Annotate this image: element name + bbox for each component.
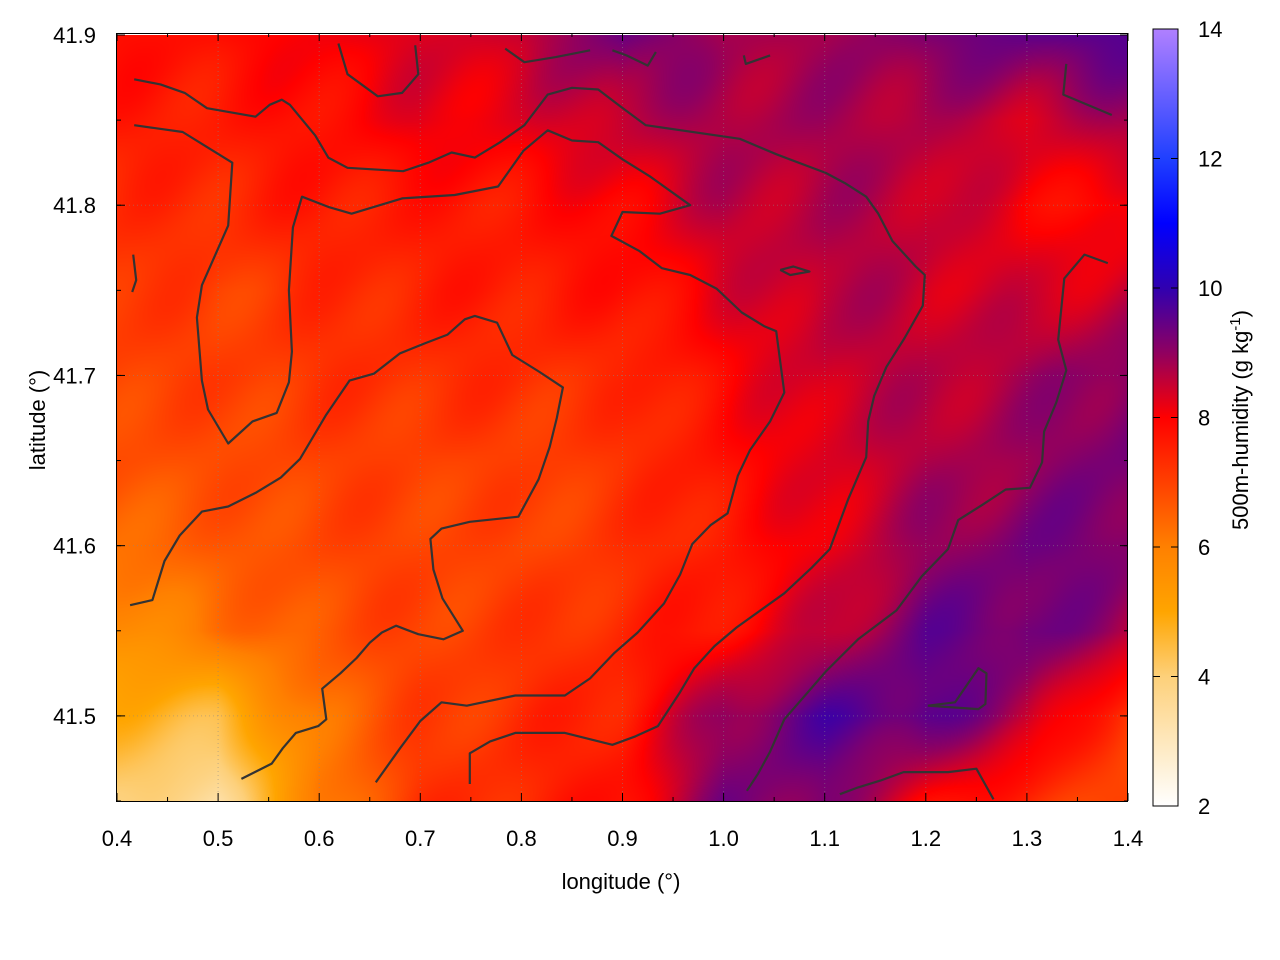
contour-line	[839, 767, 995, 800]
contour-line	[131, 254, 138, 293]
x-tick-label: 0.8	[506, 826, 537, 851]
x-tick-label: 0.7	[405, 826, 436, 851]
colorbar-tick-label: 4	[1198, 665, 1210, 690]
x-tick-label: 1.4	[1113, 826, 1144, 851]
contour-line	[612, 49, 657, 67]
colorbar-tick-label: 8	[1198, 406, 1210, 431]
x-axis-label: longitude (°)	[562, 869, 681, 894]
y-tick-label: 41.7	[53, 363, 96, 388]
grid	[117, 35, 1128, 801]
x-tick-label: 0.9	[607, 826, 638, 851]
x-axis: 0.4 0.5 0.6 0.7 0.8 0.9 1.0 1.1 1.2 1.3 1.4	[102, 33, 1144, 851]
x-tick-label: 1.3	[1012, 826, 1043, 851]
y-tick-label: 41.8	[53, 193, 96, 218]
contour-line	[1062, 63, 1113, 117]
contour-line	[742, 54, 771, 66]
contour-line	[927, 667, 988, 711]
contour-line	[129, 314, 565, 780]
y-tick-label: 41.5	[53, 704, 96, 729]
colorbar-tick-label: 2	[1198, 794, 1210, 819]
colorbar-ticks: 2 4 6 8 10 12 14	[1153, 17, 1222, 819]
x-tick-label: 0.6	[304, 826, 335, 851]
heatmap-surface	[117, 35, 1128, 801]
contour-line	[337, 43, 420, 98]
colorbar-tick-label: 10	[1198, 276, 1222, 301]
x-tick-label: 1.1	[809, 826, 840, 851]
y-tick-label: 41.6	[53, 534, 96, 559]
x-tick-label: 0.4	[102, 826, 133, 851]
colorbar-tick-label: 12	[1198, 147, 1222, 172]
contour-line	[745, 253, 1109, 792]
colorbar-tick-label: 6	[1198, 535, 1210, 560]
contour-lines	[129, 43, 1113, 800]
contour-line	[133, 78, 926, 784]
y-axis: 41.5 41.6 41.7 41.8 41.9	[53, 23, 1128, 802]
y-tick-label: 41.9	[53, 23, 96, 48]
x-tick-label: 1.0	[708, 826, 739, 851]
contour-line	[504, 47, 591, 64]
contour-line	[134, 124, 786, 783]
x-tick-label: 1.2	[911, 826, 942, 851]
colorbar-label: 500m-humidity (g kg-1)	[1227, 310, 1254, 530]
y-axis-label: latitude (°)	[25, 370, 50, 471]
x-tick-label: 0.5	[203, 826, 234, 851]
contour-line	[779, 265, 811, 277]
colorbar-tick-label: 14	[1198, 17, 1222, 42]
